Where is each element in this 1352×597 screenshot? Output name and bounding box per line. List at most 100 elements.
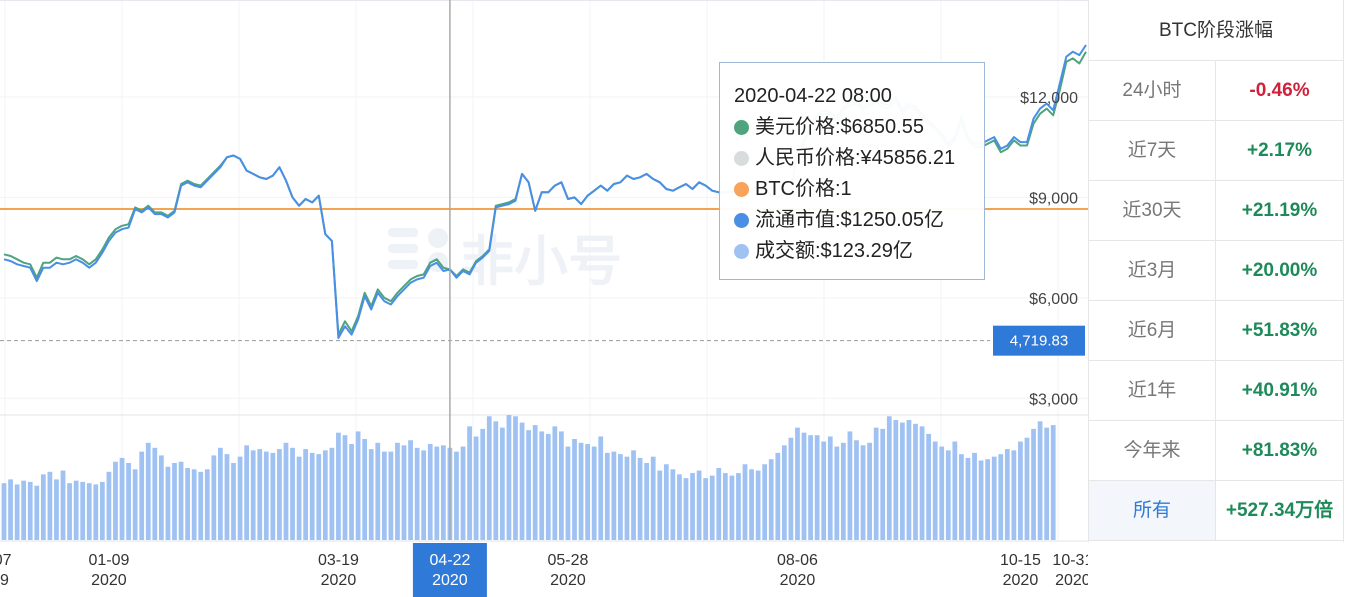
volume-bar (821, 441, 827, 540)
volume-bar (644, 462, 650, 540)
x-tick-date: 10-31 (1052, 552, 1088, 569)
volume-bar (139, 451, 145, 540)
volume-bar (650, 456, 656, 540)
stats-row-24h[interactable]: 24小时 -0.46% (1089, 61, 1343, 121)
volume-bar (959, 454, 964, 540)
volume-bar (47, 471, 53, 540)
volume-bar (736, 473, 741, 540)
volume-bar (834, 446, 840, 540)
volume-bar (808, 435, 813, 540)
volume-bar (316, 454, 322, 540)
stats-period-label: 近30天 (1089, 181, 1216, 240)
volume-bar (159, 455, 164, 540)
volume-bar (493, 421, 499, 540)
tooltip-row-volume: 成交额:$123.29亿 (734, 236, 984, 267)
stats-row-30d[interactable]: 近30天 +21.19% (1089, 181, 1343, 241)
stats-period-value: +527.34万倍 (1225, 500, 1334, 521)
volume-bar (355, 431, 361, 540)
volume-bar (80, 481, 86, 540)
tooltip-row-text: 美元价格:$6850.55 (755, 116, 924, 138)
volume-bar (559, 431, 564, 540)
volume-bar (932, 441, 938, 540)
stats-row-7d[interactable]: 近7天 +2.17% (1089, 121, 1343, 181)
volume-bar (781, 445, 787, 540)
tooltip-row-usd: 美元价格:$6850.55 (734, 112, 984, 143)
volume-bar (775, 452, 781, 540)
volume-bar (631, 450, 636, 540)
volume-bar (40, 474, 46, 540)
volume-bar (840, 442, 846, 540)
volume-bar (8, 479, 13, 540)
stats-period-value: +20.00% (1241, 260, 1318, 281)
legend-dot-icon (734, 213, 749, 228)
volume-bar (513, 416, 518, 540)
stats-row-6m[interactable]: 近6月 +51.83% (1089, 301, 1343, 361)
legend-dot-icon (734, 120, 749, 135)
tooltip-row-cny: 人民币价格:¥45856.21 (734, 143, 984, 174)
stats-period-label: 近6月 (1089, 301, 1216, 360)
volume-bar (618, 454, 623, 540)
volume-bar (886, 416, 892, 540)
stats-row-1y[interactable]: 近1年 +40.91% (1089, 361, 1343, 421)
volume-bar (178, 461, 184, 540)
volume-bar (598, 436, 604, 540)
volume-bar (677, 474, 682, 540)
volume-bar (1011, 450, 1017, 540)
volume-bar (585, 444, 591, 540)
volume-bar (913, 423, 918, 540)
volume-bar (611, 451, 617, 540)
volume-bar (342, 435, 348, 540)
stats-row-3m[interactable]: 近3月 +20.00% (1089, 241, 1343, 301)
volume-bar (854, 440, 859, 540)
volume-bar (795, 427, 800, 540)
volume-bar (172, 462, 177, 540)
volume-bar (696, 470, 702, 540)
y-tick-label: $9,000 (1029, 190, 1078, 207)
volume-bar (263, 451, 269, 540)
x-tick-year: 19 (0, 572, 9, 589)
volume-bar (814, 435, 820, 540)
volume-bar (303, 449, 309, 540)
volume-bar (473, 436, 479, 540)
stats-row-all[interactable]: 所有 +527.34万倍 (1089, 481, 1343, 541)
tooltip-row-text: 流通市值:$1250.05亿 (755, 209, 944, 231)
volume-bar (578, 442, 584, 540)
volume-bar (604, 452, 610, 540)
volume-bar (860, 445, 866, 540)
volume-bar (762, 464, 768, 540)
volume-bar (709, 475, 715, 540)
volume-bar (322, 450, 328, 540)
volume-bar (454, 451, 459, 540)
price-chart: 非小号 $3,000 $6,000 $9,000 $12,000 4,719.83 -… (0, 0, 1088, 597)
volume-bar (690, 473, 695, 540)
tooltip: 2020-04-22 08:00 美元价格:$6850.55 人民币价格:¥45… (719, 62, 985, 280)
volume-bar (362, 438, 368, 540)
volume-bar (250, 450, 256, 540)
volume-bar (21, 480, 27, 540)
stats-period-label: 近1年 (1089, 361, 1216, 420)
volume-bar (624, 456, 630, 540)
volume-bar (1037, 421, 1043, 540)
volume-bar (965, 457, 971, 540)
volume-bar (191, 469, 197, 540)
watermark: 非小号 (388, 228, 622, 292)
volume-bar (283, 442, 289, 540)
volume-bar (336, 432, 341, 540)
x-tick-date: 03-19 (318, 552, 359, 569)
tooltip-row-market-cap: 流通市值:$1250.05亿 (734, 205, 984, 236)
volume-bar (185, 468, 190, 540)
legend-dot-icon (734, 244, 749, 259)
stats-row-ytd[interactable]: 今年来 +81.83% (1089, 421, 1343, 481)
x-axis-active-tag (412, 543, 487, 597)
tooltip-row-text: 人民币价格:¥45856.21 (755, 147, 956, 169)
volume-bar (99, 481, 105, 540)
volume-bar (526, 430, 531, 540)
stats-period-value: +81.83% (1241, 440, 1318, 461)
volume-bar (218, 447, 223, 540)
volume-bar (290, 447, 295, 540)
volume-bar (722, 473, 728, 540)
volume-bar (421, 450, 427, 540)
volume-bar (277, 449, 282, 540)
volume-bar (572, 438, 577, 540)
volume-bar (296, 456, 302, 540)
